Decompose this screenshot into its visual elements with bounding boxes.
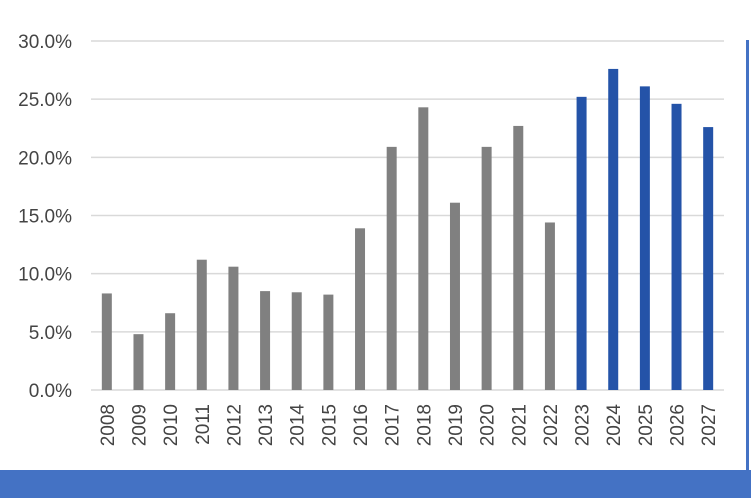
x-tick-label: 2020 xyxy=(478,404,499,446)
bar-2008 xyxy=(101,293,112,390)
x-tick-label: 2026 xyxy=(668,404,689,446)
x-tick-label: 2010 xyxy=(161,404,182,446)
x-tick-label: 2015 xyxy=(319,404,340,446)
x-tick-label: 2011 xyxy=(193,404,214,445)
x-tick-label: 2016 xyxy=(351,404,372,446)
x-tick-label: 2021 xyxy=(509,404,530,446)
x-tick-label: 2025 xyxy=(636,404,657,446)
bar-2009 xyxy=(133,334,144,390)
y-tick-label: 0.0% xyxy=(29,381,72,402)
chart: 0.0% 5.0% 10.0% 15.0% 20.0% 25.0% 30.0% 2008 20… xyxy=(18,32,724,447)
x-tick-label: 2019 xyxy=(446,404,467,446)
y-axis-ticks: 0.0% 5.0% 10.0% 15.0% 20.0% 25.0% 30.0% xyxy=(18,32,72,402)
bar-2016 xyxy=(355,228,366,390)
x-tick-label: 2008 xyxy=(98,404,119,446)
y-tick-label: 25.0% xyxy=(18,90,72,111)
y-tick-label: 5.0% xyxy=(29,323,72,344)
bar-2012 xyxy=(228,266,239,390)
bar-2027 xyxy=(703,127,714,390)
x-tick-label: 2018 xyxy=(414,404,435,446)
bar-2022 xyxy=(544,222,555,390)
bar-2018 xyxy=(418,107,429,390)
bar-chart: 0.0%5.0%10.0%15.0%20.0%25.0%30.0% 2008 20… xyxy=(18,32,724,447)
bar-2023 xyxy=(576,96,587,390)
x-tick-label: 2024 xyxy=(604,404,625,447)
frame-edge xyxy=(746,40,749,472)
bar-2015 xyxy=(323,294,334,390)
x-tick-label: 2022 xyxy=(541,404,562,446)
bar-2014 xyxy=(291,292,302,390)
bar-2017 xyxy=(386,146,397,390)
x-tick-label: 2023 xyxy=(573,404,594,446)
bar-2019 xyxy=(449,202,460,390)
x-tick-label: 2013 xyxy=(256,404,277,446)
bar-2010 xyxy=(165,313,176,390)
bar-2013 xyxy=(260,291,271,390)
bar-2025 xyxy=(639,86,650,391)
bar-2021 xyxy=(513,125,524,390)
x-tick-label: 2014 xyxy=(288,404,309,447)
gridlines xyxy=(91,40,724,391)
y-tick-label: 30.0% xyxy=(18,32,72,53)
x-tick-label: 2012 xyxy=(224,404,245,446)
bars xyxy=(101,68,714,391)
x-tick-label: 2027 xyxy=(699,404,720,446)
y-tick-label: 10.0% xyxy=(18,265,72,286)
y-tick-label: 15.0% xyxy=(18,207,72,228)
footer-band xyxy=(0,470,751,498)
bar-2020 xyxy=(481,146,492,390)
x-axis-ticks: 2008 2009 2010 2011 2012 2013 2014 2015 2016 2017… xyxy=(98,404,720,447)
x-tick-label: 2009 xyxy=(129,404,150,446)
y-tick-label: 20.0% xyxy=(18,148,72,169)
bar-2026 xyxy=(671,103,682,390)
bar-2011 xyxy=(196,259,207,390)
x-tick-label: 2017 xyxy=(383,404,404,446)
bar-2024 xyxy=(608,68,619,391)
